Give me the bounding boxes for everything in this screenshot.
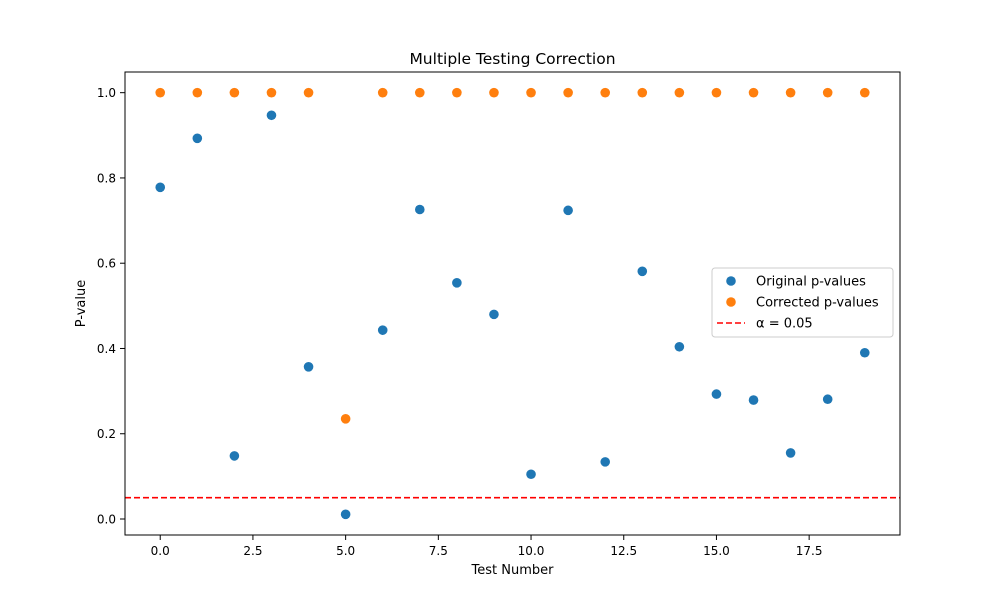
corrected-p-value-point (711, 87, 722, 98)
corrected-p-value-point (452, 87, 462, 98)
original-p-value-point (452, 278, 462, 288)
original-p-value-point (303, 362, 314, 372)
x-tick-label: 17.5 (796, 544, 823, 558)
x-tick-label: 12.5 (610, 544, 637, 558)
original-p-value-point (266, 110, 277, 121)
corrected-p-value-point (859, 87, 870, 98)
corrected-p-value-point (266, 87, 277, 98)
original-p-value-point (711, 389, 722, 399)
corrected-p-value-point (637, 87, 648, 98)
corrected-p-value-point (822, 87, 833, 98)
chart-title: Multiple Testing Correction (409, 50, 615, 68)
legend-marker-original (726, 276, 736, 286)
y-tick-label: 0.6 (97, 257, 116, 271)
x-tick-label: 2.5 (243, 544, 262, 558)
original-p-value-point (859, 347, 870, 358)
x-tick-label: 10.0 (518, 544, 545, 558)
legend-label: Corrected p-values (756, 296, 879, 311)
plot-area-frame (124, 71, 901, 536)
y-tick-label: 0.4 (97, 342, 116, 356)
original-p-value-point (637, 266, 648, 277)
y-tick-label: 0.2 (97, 427, 116, 441)
legend-label: Original p-values (756, 275, 866, 290)
y-tick-label: 1.0 (97, 86, 116, 100)
original-p-value-point (674, 341, 685, 352)
legend-label: α = 0.05 (756, 317, 813, 332)
y-axis-label: P-value (74, 280, 89, 327)
legend-marker-corrected (726, 297, 736, 307)
original-p-value-point (340, 509, 351, 520)
corrected-p-value-point (192, 87, 203, 98)
corrected-p-value-point (414, 87, 425, 98)
original-p-value-point (748, 395, 759, 405)
x-tick-label: 15.0 (703, 544, 730, 558)
corrected-p-value-point (303, 87, 314, 98)
y-axis: 0.0 0.2 0.4 0.6 0.8 1.0 (97, 86, 125, 527)
corrected-p-value-point (489, 87, 499, 98)
data-points (155, 87, 870, 520)
x-tick-label: 5.0 (336, 544, 355, 558)
corrected-p-value-point (377, 87, 388, 98)
corrected-p-value-point (674, 87, 685, 98)
original-p-value-point (489, 309, 499, 320)
x-axis-label: Test Number (471, 563, 555, 578)
original-p-value-point (526, 469, 536, 480)
legend-box (711, 267, 894, 338)
corrected-p-value-point (340, 414, 351, 424)
original-p-value-point (563, 205, 573, 216)
original-p-value-point (377, 325, 388, 335)
x-tick-label: 7.5 (429, 544, 448, 558)
original-p-value-point (822, 394, 833, 405)
original-p-value-point (600, 457, 611, 467)
corrected-p-value-point (155, 87, 166, 98)
corrected-p-value-point (785, 87, 796, 98)
y-tick-label: 0.0 (97, 513, 116, 527)
corrected-p-value-point (748, 87, 759, 98)
y-tick-label: 0.8 (97, 171, 116, 185)
original-p-value-point (192, 133, 203, 144)
original-p-value-point (229, 451, 240, 461)
corrected-p-value-point (600, 87, 611, 98)
legend: Original p-values Corrected p-values α = 0… (711, 267, 894, 338)
corrected-p-value-point (563, 87, 573, 98)
original-p-value-point (414, 204, 425, 215)
corrected-p-value-point (526, 87, 536, 98)
x-tick-label: 0.0 (151, 544, 170, 558)
original-p-value-point (155, 182, 166, 193)
original-p-value-point (785, 448, 796, 458)
x-axis: 0.0 2.5 5.0 7.5 10.0 12.5 15.0 17.5 (151, 535, 823, 558)
corrected-p-value-point (229, 87, 240, 98)
